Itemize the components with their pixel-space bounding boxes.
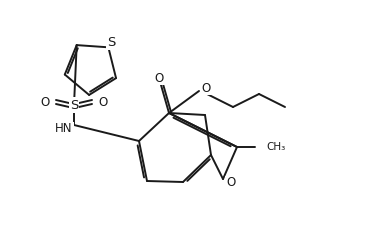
Text: O: O [201,82,211,94]
Text: O: O [41,95,49,109]
Text: S: S [70,98,78,111]
Text: O: O [227,176,235,189]
Text: CH₃: CH₃ [266,142,285,152]
Text: O: O [154,71,164,85]
Text: HN: HN [55,122,73,136]
Text: O: O [98,95,108,109]
Text: S: S [107,36,116,49]
